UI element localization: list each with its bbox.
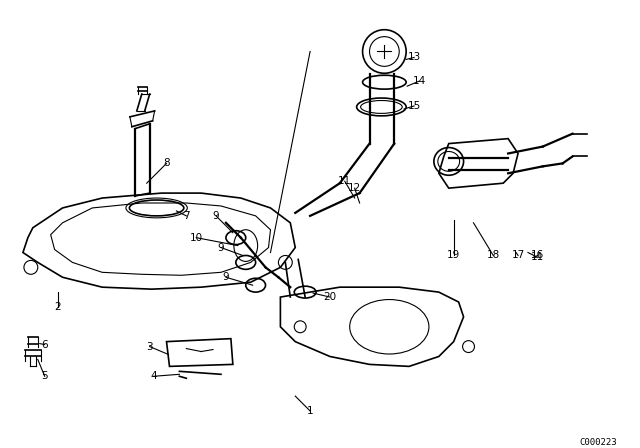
Text: 3: 3 — [147, 341, 153, 352]
Text: 15: 15 — [408, 101, 420, 111]
Text: 19: 19 — [447, 250, 460, 260]
Text: 6: 6 — [42, 340, 48, 349]
Text: 17: 17 — [511, 250, 525, 260]
Text: 4: 4 — [150, 371, 157, 381]
Text: 10: 10 — [189, 233, 203, 243]
Text: 18: 18 — [486, 250, 500, 260]
Text: 8: 8 — [163, 159, 170, 168]
Text: 9: 9 — [223, 272, 229, 282]
Text: 11: 11 — [531, 253, 545, 263]
Text: 7: 7 — [183, 211, 189, 221]
Text: 14: 14 — [412, 76, 426, 86]
Text: 1: 1 — [307, 406, 314, 416]
Text: 13: 13 — [408, 52, 420, 62]
Text: 12: 12 — [348, 183, 362, 193]
Text: C000223: C000223 — [579, 438, 617, 447]
Text: 9: 9 — [212, 211, 220, 221]
Text: 11: 11 — [338, 176, 351, 186]
Text: 20: 20 — [323, 292, 337, 302]
Text: 9: 9 — [218, 242, 224, 253]
Text: 16: 16 — [531, 250, 545, 260]
Text: 2: 2 — [54, 302, 61, 312]
Text: 5: 5 — [42, 371, 48, 381]
